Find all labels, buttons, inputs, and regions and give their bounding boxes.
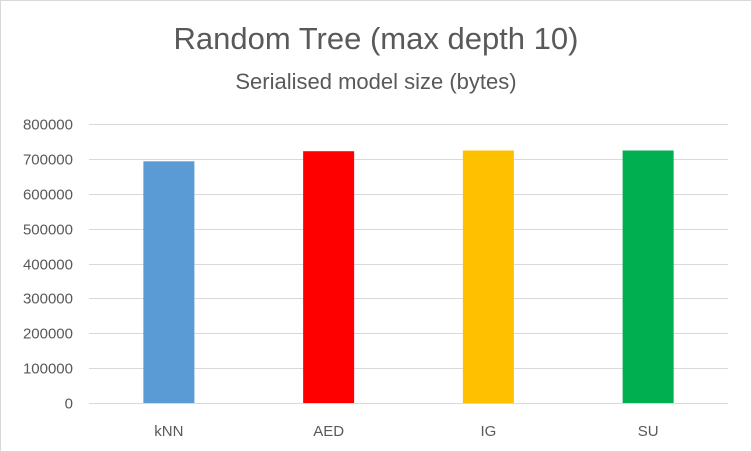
y-tick-label: 800000 bbox=[23, 117, 73, 134]
chart-title: Random Tree (max depth 10) bbox=[173, 21, 579, 56]
y-tick-label: 400000 bbox=[23, 257, 73, 274]
x-tick-label: AED bbox=[313, 423, 344, 440]
y-tick-label: 600000 bbox=[23, 187, 73, 204]
y-tick-label: 700000 bbox=[23, 152, 73, 169]
y-tick-label: 300000 bbox=[23, 291, 73, 308]
y-tick-label: 500000 bbox=[23, 222, 73, 239]
bar-su bbox=[622, 150, 674, 403]
x-tick-label: SU bbox=[638, 423, 659, 440]
y-tick-label: 100000 bbox=[23, 361, 73, 378]
y-tick-label: 200000 bbox=[23, 326, 73, 343]
x-tick-label: IG bbox=[480, 423, 496, 440]
y-tick-label: 0 bbox=[65, 396, 73, 413]
bar-ig bbox=[462, 150, 514, 403]
x-tick-label: kNN bbox=[154, 423, 183, 440]
bar-knn bbox=[143, 161, 195, 403]
bar-aed bbox=[303, 151, 355, 403]
chart-subtitle: Serialised model size (bytes) bbox=[235, 69, 517, 94]
